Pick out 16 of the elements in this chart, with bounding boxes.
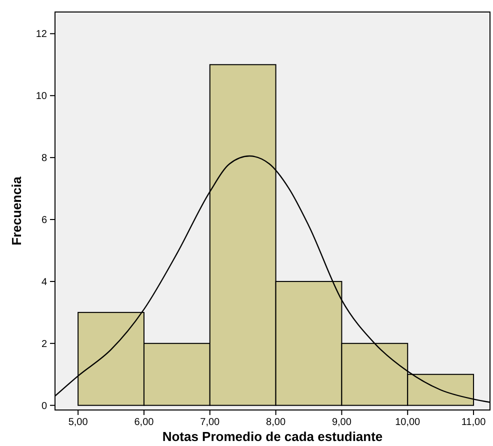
y-tick-label: 4 [41, 276, 48, 288]
x-tick-label: 8,00 [266, 417, 286, 428]
y-tick-label: 10 [36, 91, 48, 102]
y-tick-label: 2 [41, 338, 48, 350]
x-axis-title: Notas Promedio de cada estudiante [162, 429, 383, 444]
x-tick-label: 6,00 [134, 417, 154, 428]
x-tick-label: 5,00 [68, 417, 88, 428]
y-tick-label: 0 [41, 400, 48, 412]
y-tick-label: 8 [41, 153, 48, 164]
y-axis-title: Frecuencia [9, 176, 24, 246]
x-tick-label: 11,00 [461, 417, 486, 428]
y-tick-label: 6 [41, 215, 48, 226]
x-tick-label: 10,00 [395, 417, 421, 428]
x-tick-label: 7,00 [200, 417, 220, 428]
y-tick-label: 12 [36, 29, 48, 40]
x-tick-label: 9,00 [332, 417, 352, 428]
